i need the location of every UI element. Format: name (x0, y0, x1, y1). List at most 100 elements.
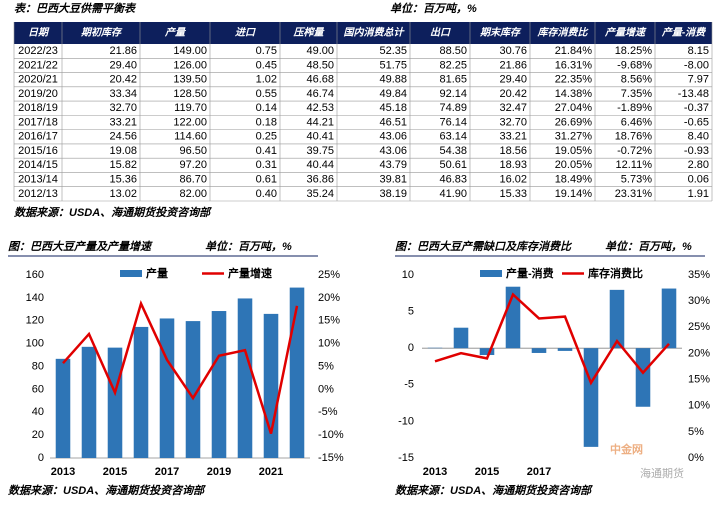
y-tick-label: -10 (398, 415, 414, 427)
bar (479, 348, 495, 356)
cell: 49.00 (306, 45, 334, 57)
bar (211, 311, 227, 458)
y-tick-label: -15 (398, 452, 414, 464)
cell: 16.02 (499, 173, 527, 185)
y2-tick-label: 30% (688, 295, 710, 307)
cell: 97.20 (179, 159, 207, 171)
cell: 46.74 (306, 88, 334, 100)
x-tick-label: 2015 (103, 466, 127, 478)
cell: 51.75 (379, 59, 407, 71)
cell: 21.86 (499, 59, 527, 71)
cell: 44.21 (306, 116, 334, 128)
y2-tick-label: 15% (688, 373, 710, 385)
column-header: 进口 (235, 27, 256, 39)
cell: 32.47 (499, 102, 527, 114)
y2-tick-label: 10% (318, 338, 340, 350)
cell: 2.80 (688, 159, 709, 171)
bar (55, 358, 71, 458)
cell: 50.61 (439, 159, 467, 171)
column-header: 期末库存 (479, 27, 522, 39)
cell: 32.70 (499, 116, 527, 128)
y2-tick-label: 0% (318, 383, 334, 395)
cell: 18.76% (615, 131, 653, 143)
cell: 2020/21 (18, 74, 58, 86)
cell: 40.44 (306, 159, 334, 171)
bar (583, 348, 599, 447)
bar (661, 288, 677, 349)
cell: 114.60 (174, 131, 207, 143)
cell: 20.42 (109, 74, 137, 86)
cell: 18.93 (499, 159, 527, 171)
cell: 38.19 (379, 188, 407, 200)
cell: 32.70 (109, 102, 137, 114)
cell: 19.08 (109, 145, 137, 157)
cell: 2015/16 (18, 145, 58, 157)
y-tick-label: 160 (26, 269, 44, 281)
cell: 24.56 (109, 131, 137, 143)
cell: 0.75 (256, 45, 277, 57)
y2-tick-label: 20% (688, 347, 710, 359)
cell: 43.06 (379, 131, 407, 143)
cell: 7.97 (688, 74, 709, 86)
cell: 92.14 (439, 88, 467, 100)
cell: 18.49% (555, 173, 593, 185)
bar (635, 348, 651, 407)
legend-label: 产量-消费 (506, 266, 554, 280)
cell: 0.61 (256, 173, 277, 185)
cell: 41.90 (439, 188, 467, 200)
cell: 8.56% (621, 74, 652, 86)
cell: 2014/15 (18, 159, 58, 171)
y-tick-label: 10 (402, 269, 414, 281)
cell: 12.11% (616, 159, 653, 171)
cell: 0.41 (256, 145, 277, 157)
cell: 30.76 (499, 45, 527, 57)
cell: 39.75 (306, 145, 334, 157)
cell: 128.50 (173, 88, 207, 100)
cell: 45.18 (379, 102, 407, 114)
cell: 27.04% (555, 102, 593, 114)
legend-label: 产量增速 (228, 266, 272, 280)
cell: 8.40 (688, 131, 709, 143)
table-unit: 单位：百万吨，% (390, 2, 477, 15)
cell: 119.70 (174, 102, 207, 114)
chart-title: 图：巴西大豆产量及产量增速 (8, 240, 153, 253)
cell: 20.05% (555, 159, 593, 171)
bar (185, 321, 201, 458)
cell: 0.18 (256, 116, 277, 128)
bar (107, 347, 123, 458)
column-header: 产量增速 (604, 27, 647, 39)
cell: 5.73% (621, 173, 652, 185)
y2-tick-label: 10% (688, 400, 710, 412)
cell: 15.82 (109, 159, 137, 171)
y2-tick-label: -10% (318, 429, 344, 441)
cell: 1.02 (256, 74, 277, 86)
cell: 15.33 (499, 188, 527, 200)
y2-tick-label: -5% (318, 406, 338, 418)
column-header: 产量-消费 (661, 27, 706, 39)
cell: 49.88 (379, 74, 407, 86)
cell: 33.21 (109, 116, 137, 128)
cell: 43.79 (379, 159, 407, 171)
cell: 26.69% (555, 116, 593, 128)
cell: 48.50 (306, 59, 334, 71)
y-tick-label: 0 (408, 342, 414, 354)
cell: 0.40 (256, 188, 277, 200)
y-tick-label: 0 (38, 452, 44, 464)
x-tick-label: 2019 (207, 466, 231, 478)
y2-tick-label: 20% (318, 292, 340, 304)
line (62, 299, 299, 435)
y2-tick-label: -15% (318, 452, 344, 464)
cell: 0.06 (688, 173, 709, 185)
y2-tick-label: 15% (318, 315, 340, 327)
cell: 31.27% (555, 131, 593, 143)
cell: 122.00 (173, 116, 207, 128)
cell: 81.65 (439, 74, 467, 86)
legend-swatch (120, 270, 142, 277)
y-tick-label: 20 (32, 429, 44, 441)
cell: 82.00 (179, 188, 207, 200)
cell: 39.81 (379, 173, 407, 185)
cell: 46.83 (439, 173, 467, 185)
cell: 15.36 (109, 173, 137, 185)
y-tick-label: 40 (32, 406, 44, 418)
